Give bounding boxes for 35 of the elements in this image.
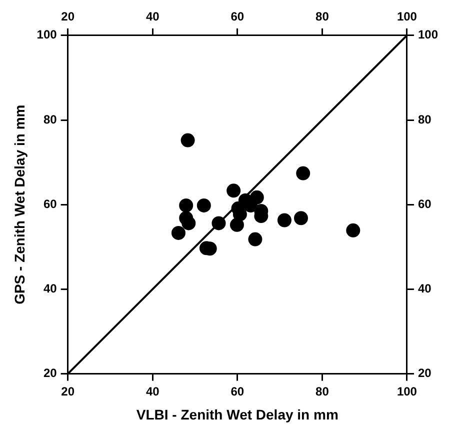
y-tick-label: 60 [43,196,58,211]
point [230,218,244,232]
y-tick-label: 20 [43,366,58,380]
point [196,198,211,212]
x-tick-label: 80 [316,384,330,398]
point [212,216,226,230]
point [226,184,241,198]
x2-tick-label: 80 [316,10,330,24]
point [248,232,262,246]
point [277,213,292,228]
y2-tick-label: 80 [418,112,432,126]
y2-tick-label: 40 [418,282,432,296]
x2-tick-label: 40 [146,10,160,24]
y-tick-label: 100 [36,28,58,42]
y-axis-title: GPS - Zenith Wet Delay in mm [11,104,28,304]
y2-tick-label: 60 [418,196,432,211]
y2-tick-label: 20 [418,366,432,380]
x-tick-label: 40 [146,384,160,398]
x-tick-label: 20 [61,384,75,398]
point [179,198,194,212]
point [296,166,310,180]
x2-tick-label: 60 [230,10,244,24]
x-axis-title: VLBI - Zenith Wet Delay in mm [136,406,338,422]
y2-tick-label: 100 [418,28,438,42]
y-tick-label: 40 [43,282,58,296]
x2-tick-label: 20 [61,10,75,24]
x-tick-label: 60 [230,384,244,398]
point [182,216,196,230]
x2-tick-label: 100 [396,10,418,24]
point [180,133,195,148]
x-tick-label: 100 [396,384,418,398]
point [171,226,186,240]
point [346,223,360,238]
y-tick-label: 80 [43,112,58,126]
point [294,211,308,226]
